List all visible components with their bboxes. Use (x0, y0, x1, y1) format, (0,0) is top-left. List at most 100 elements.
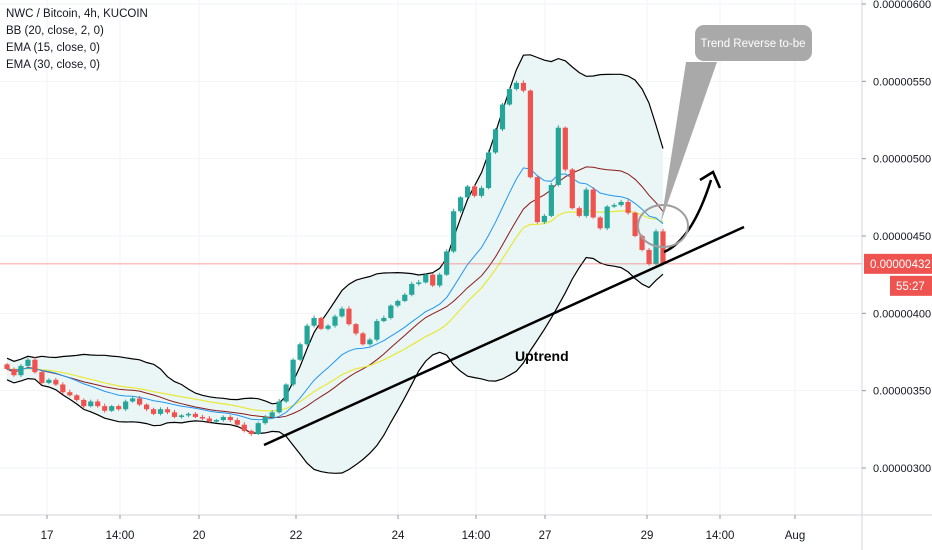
current-price-badge (864, 253, 932, 274)
callout-tail (661, 62, 717, 222)
candle-body-68 (478, 188, 485, 196)
candle-body-69 (485, 152, 492, 189)
candle-body-76 (534, 177, 540, 223)
uptrend-label: Uptrend (515, 348, 569, 364)
candle-body-20 (143, 404, 150, 410)
candle-body-44 (311, 317, 317, 326)
candle-body-30 (213, 420, 219, 422)
candle-body-55 (388, 305, 394, 318)
time-tick-label-0: 17 (41, 530, 54, 542)
countdown-badge (890, 275, 932, 296)
candle-body-66 (464, 186, 471, 198)
candle-body-47 (332, 316, 338, 326)
candle-body-78 (548, 184, 554, 216)
candle-body-24 (171, 412, 178, 417)
candle-body-85 (597, 217, 603, 229)
legend-ema15[interactable]: EMA (15, close, 0) (6, 42, 100, 54)
candle-body-75 (527, 90, 534, 178)
candle-body-8 (60, 384, 66, 393)
candle-body-91 (639, 236, 645, 250)
candle-body-3 (25, 359, 31, 366)
candle-body-42 (297, 344, 303, 360)
candle-body-61 (430, 274, 436, 286)
time-tick-label-1: 14:00 (106, 530, 135, 542)
candle-body-52 (367, 339, 373, 345)
candle-body-60 (423, 274, 429, 283)
candle-body-84 (590, 189, 596, 218)
candle-body-93 (653, 231, 659, 264)
candle-body-34 (241, 424, 247, 431)
countdown-label: 55:27 (896, 281, 925, 293)
candle-body-13 (95, 401, 101, 407)
price-tick-label-4: 0.00000400 (873, 308, 931, 320)
price-tick-label-1: 0.00000550 (873, 76, 931, 88)
candle-body-70 (492, 129, 499, 153)
candle-body-57 (402, 294, 408, 301)
callout-box (695, 25, 812, 61)
reverse-arrow-shaft (663, 179, 713, 254)
time-tick-label-3: 22 (290, 530, 303, 542)
highlight-circle (637, 204, 689, 248)
candle-body-29 (206, 418, 212, 422)
candle-body-64 (451, 211, 457, 252)
candle-body-89 (625, 201, 631, 213)
candle-body-80 (562, 127, 568, 170)
candle-body-79 (555, 127, 561, 185)
candle-body-27 (192, 413, 199, 417)
candle-body-41 (290, 359, 296, 385)
ema15-line (6, 167, 664, 421)
bb-fill (7, 54, 663, 474)
time-tick-label-8: 14:00 (706, 530, 735, 542)
candle-body-77 (541, 215, 547, 223)
legend-ema30[interactable]: EMA (30, close, 0) (6, 59, 100, 71)
candle-body-45 (318, 317, 324, 329)
price-tick-label-0: 0.00000600 (873, 0, 931, 11)
candle-body-22 (157, 409, 164, 414)
candle-body-81 (569, 169, 575, 209)
candle-body-10 (74, 395, 80, 400)
callout-text: Trend Reverse to-be (700, 38, 805, 50)
legend-symbol[interactable]: NWC / Bitcoin, 4h, KUCOIN (6, 8, 148, 20)
candle-body-56 (395, 300, 401, 306)
candle-body-36 (255, 423, 261, 434)
candle-body-11 (81, 399, 87, 407)
candle-body-4 (32, 359, 38, 373)
candle-body-38 (269, 412, 275, 417)
time-tick-label-6: 27 (539, 530, 552, 542)
candle-body-72 (506, 89, 513, 105)
candle-body-63 (444, 251, 450, 275)
candle-body-1 (11, 369, 17, 376)
candle-body-87 (611, 205, 617, 207)
price-tick-label-3: 0.00000450 (873, 231, 931, 243)
candle-body-33 (234, 420, 240, 425)
time-tick-label-9: Aug (785, 530, 805, 542)
candle-body-48 (339, 308, 345, 317)
price-tick-label-6: 0.00000300 (873, 463, 931, 475)
candle-body-39 (276, 401, 282, 413)
candle-body-49 (346, 308, 352, 325)
bb-upper-line (6, 54, 664, 405)
time-tick-label-4: 24 (392, 530, 405, 542)
candle-body-88 (618, 201, 624, 206)
price-tick-label-2: 0.00000500 (873, 154, 931, 166)
time-tick-label-5: 14:00 (462, 530, 491, 542)
time-tick-label-2: 20 (193, 530, 206, 542)
candle-body-92 (646, 249, 652, 264)
candle-body-26 (185, 413, 192, 416)
legend-bb[interactable]: BB (20, close, 2, 0) (6, 25, 104, 37)
candle-body-7 (53, 379, 59, 385)
candle-body-35 (248, 430, 254, 434)
uptrend-line (263, 225, 745, 447)
candle-body-71 (499, 104, 506, 130)
candle-body-14 (102, 406, 108, 411)
candle-body-58 (409, 283, 415, 295)
candle-body-86 (604, 206, 610, 229)
candle-body-51 (360, 333, 366, 345)
candle-body-32 (227, 416, 233, 421)
candle-body-2 (18, 365, 24, 376)
candle-body-37 (262, 416, 268, 424)
candle-body-12 (88, 401, 94, 407)
candle-body-74 (520, 82, 527, 91)
